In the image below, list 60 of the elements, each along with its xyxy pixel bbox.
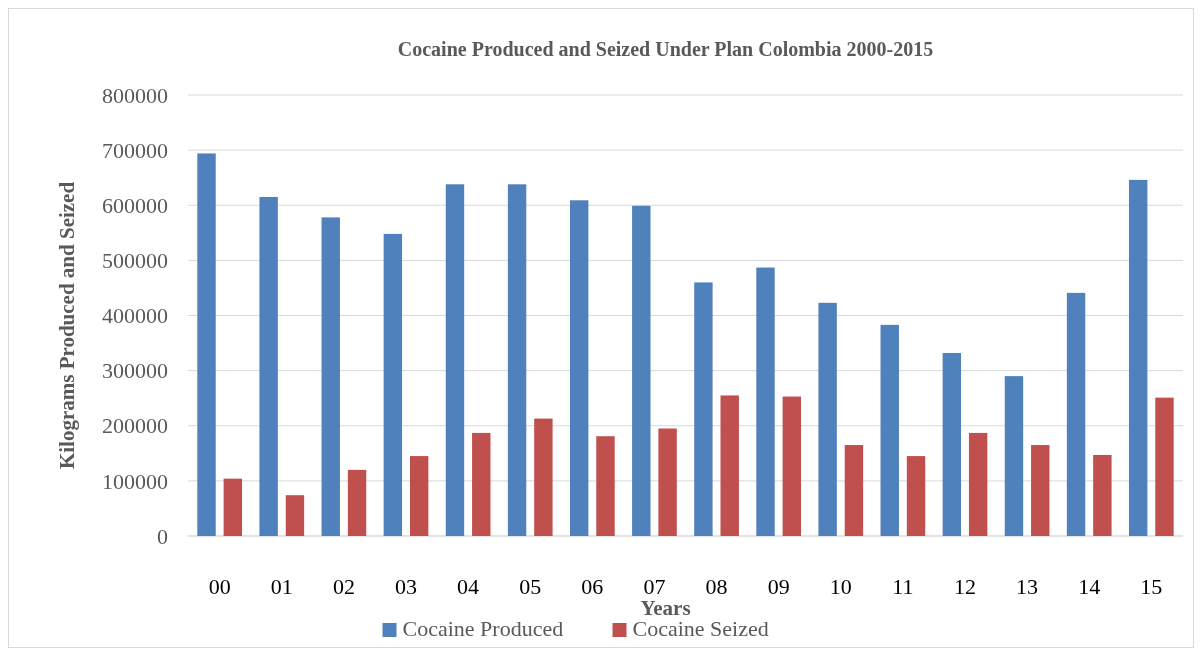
chart-title: Cocaine Produced and Seized Under Plan Colombia 2000-2015 [397,38,934,60]
x-tick-label: 15 [1140,574,1163,599]
bar [1031,445,1050,536]
y-tick-label: 500000 [102,248,168,274]
x-tick-label: 11 [892,574,914,599]
bar [720,395,739,536]
x-tick-label: 07 [643,574,666,599]
bar [472,432,491,536]
x-tick-label: 10 [829,574,852,599]
x-tick-label: 14 [1078,574,1101,599]
bar [409,456,429,536]
y-tick-label: 700000 [102,137,168,163]
bar [942,352,962,536]
y-tick-label: 300000 [102,358,168,384]
bar [534,418,553,536]
y-tick-label: 400000 [102,303,168,329]
bar [507,184,527,536]
bar [197,153,216,536]
bar [383,233,403,536]
bar [1093,454,1112,536]
y-tick-label: 800000 [102,82,168,108]
bar [285,495,305,536]
y-axis-title: Kilograms Produced and Seized [55,181,79,470]
x-tick-label: 04 [457,574,480,599]
bar [818,302,837,536]
bar [223,478,243,536]
bar [844,445,864,536]
bar [259,196,278,536]
bar [569,200,589,536]
bar [880,324,899,536]
bar [347,469,367,536]
x-tick-label: 08 [705,574,728,599]
bar [632,205,651,536]
bar [1128,179,1148,536]
bar [1004,376,1024,536]
x-tick-label: 01 [270,574,293,599]
bar [1066,292,1086,536]
x-tick-label: 13 [1016,574,1039,599]
x-tick-label: 05 [519,574,542,599]
bar [321,217,340,536]
bar [694,282,713,536]
bar [756,267,775,536]
x-tick-label: 03 [395,574,418,599]
x-tick-label: 02 [332,574,355,599]
y-tick-label: 600000 [102,192,168,218]
y-tick-label: 200000 [102,413,168,439]
x-tick-label: 00 [208,574,231,599]
bar [658,428,677,536]
y-tick-label: 100000 [102,468,168,494]
x-tick-label: 12 [953,574,976,599]
x-tick-label: 09 [767,574,790,599]
bar [906,456,926,536]
x-tick-label: 06 [581,574,604,599]
y-tick-label: 0 [157,523,168,549]
bar [782,396,802,536]
bar [596,436,615,536]
bar [1155,397,1174,536]
bar [968,432,988,536]
legend-label: Cocaine Produced [402,616,564,641]
bar [445,184,465,536]
